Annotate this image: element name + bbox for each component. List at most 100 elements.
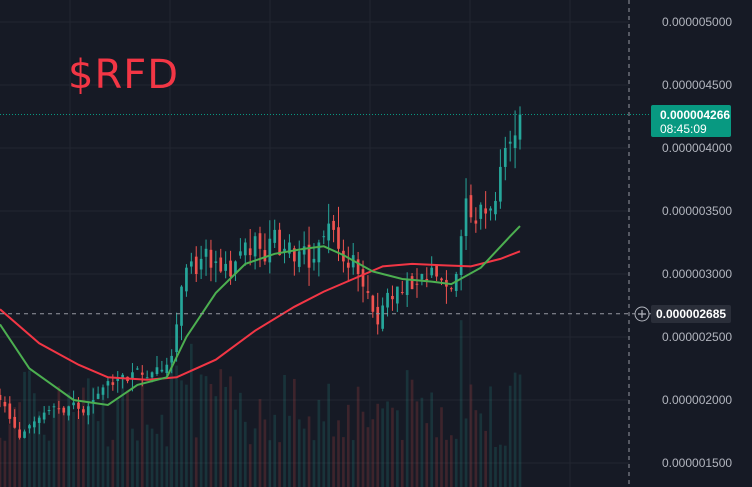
volume-bar xyxy=(121,375,124,487)
volume-bar xyxy=(297,419,301,487)
candle-body xyxy=(194,256,198,274)
volume-bar xyxy=(13,407,17,487)
ma-slow-line xyxy=(0,250,521,381)
candle-body xyxy=(337,227,340,249)
candle-body xyxy=(23,431,26,438)
volume-bar xyxy=(464,418,468,487)
volume-bar xyxy=(214,396,218,487)
volume-bar xyxy=(165,446,169,487)
candles xyxy=(0,106,522,440)
volume-bar xyxy=(263,419,267,487)
candle-body xyxy=(185,267,188,292)
volume-bar xyxy=(243,421,247,487)
candle-body xyxy=(258,233,262,249)
volume-bar xyxy=(430,392,434,487)
volume-bar xyxy=(239,392,242,487)
volume-bar xyxy=(469,384,473,487)
volume-bar xyxy=(459,320,463,487)
price-tick: 0.000002500 xyxy=(662,330,732,344)
candle-body xyxy=(449,288,453,290)
candle-body xyxy=(317,242,321,263)
volume-bar xyxy=(8,424,12,487)
volume-bar xyxy=(449,435,453,487)
ma-fast-line xyxy=(0,225,521,407)
volume-bar xyxy=(425,423,429,487)
candle-body xyxy=(425,278,429,281)
candle-body xyxy=(111,382,115,385)
price-axis[interactable]: 0.000005000 0.000004500 0.000004000 0.00… xyxy=(662,15,732,470)
volume-bar xyxy=(273,414,277,487)
volume-bar xyxy=(278,442,281,487)
volume-bar xyxy=(52,409,56,487)
candle-body xyxy=(459,236,463,275)
volume-bar xyxy=(420,397,424,487)
volume-bar xyxy=(42,434,46,487)
volume-bar xyxy=(342,437,345,487)
candle-body xyxy=(131,372,134,380)
candle-body xyxy=(405,280,409,295)
candle-body xyxy=(312,258,316,263)
volume-bar xyxy=(288,415,291,487)
candle-body xyxy=(101,387,105,395)
volume-bar xyxy=(248,444,252,487)
volume-bar xyxy=(513,372,517,487)
volume-bar xyxy=(33,393,36,487)
volume-bar xyxy=(405,370,409,487)
volume-bar xyxy=(351,440,355,487)
volume-bar xyxy=(312,440,316,487)
candle-body xyxy=(307,244,311,268)
candle-body xyxy=(106,381,110,386)
candle-body xyxy=(72,402,75,406)
candle-body xyxy=(239,251,242,256)
candle-body xyxy=(136,368,139,370)
volume-bar xyxy=(332,436,335,487)
candle-body xyxy=(253,236,257,257)
volume-bar xyxy=(23,371,26,487)
ticker-label: $RFD xyxy=(68,52,180,98)
candle-body xyxy=(499,166,502,202)
volume-bar xyxy=(136,440,139,487)
candle-body xyxy=(474,220,478,224)
price-tick: 0.000005000 xyxy=(662,15,732,29)
volume-bar xyxy=(106,446,110,487)
candle-body xyxy=(33,421,36,428)
candle-body xyxy=(224,263,227,271)
candle-body xyxy=(396,286,399,304)
volume-bar xyxy=(484,430,487,487)
volume-bar xyxy=(302,428,306,487)
volume-bar xyxy=(155,433,159,487)
volume-bar xyxy=(47,440,51,487)
candle-body xyxy=(116,377,120,381)
volume-bar xyxy=(518,374,522,487)
volume-bar xyxy=(391,407,394,487)
candle-body xyxy=(150,372,154,378)
candle-body xyxy=(204,248,208,257)
bar-countdown: 08:45:09 xyxy=(660,122,707,136)
volume-bar xyxy=(199,374,203,487)
volume-bar xyxy=(479,413,483,487)
price-tick: 0.000003500 xyxy=(662,204,732,218)
candle-body xyxy=(391,295,394,300)
volume-bar xyxy=(111,439,115,487)
volume-bar xyxy=(454,438,458,487)
candle-body xyxy=(513,135,517,149)
volume-bar xyxy=(194,437,198,487)
volume-bar xyxy=(0,437,2,487)
add-alert-button[interactable] xyxy=(634,306,650,322)
volume-bar xyxy=(72,411,75,487)
volume-bar xyxy=(189,343,193,487)
candle-body xyxy=(297,251,301,267)
candle-body xyxy=(489,208,492,211)
volume-bar xyxy=(234,409,237,487)
volume-bar xyxy=(140,379,144,487)
volume-bar xyxy=(229,376,232,487)
candle-body xyxy=(243,242,247,256)
volume-bar xyxy=(57,386,61,487)
candle-body xyxy=(57,408,61,410)
candle-body xyxy=(376,306,380,325)
candle-body xyxy=(140,372,144,375)
candle-body xyxy=(248,248,252,256)
volume-bar xyxy=(494,446,497,487)
candle-body xyxy=(435,265,438,277)
